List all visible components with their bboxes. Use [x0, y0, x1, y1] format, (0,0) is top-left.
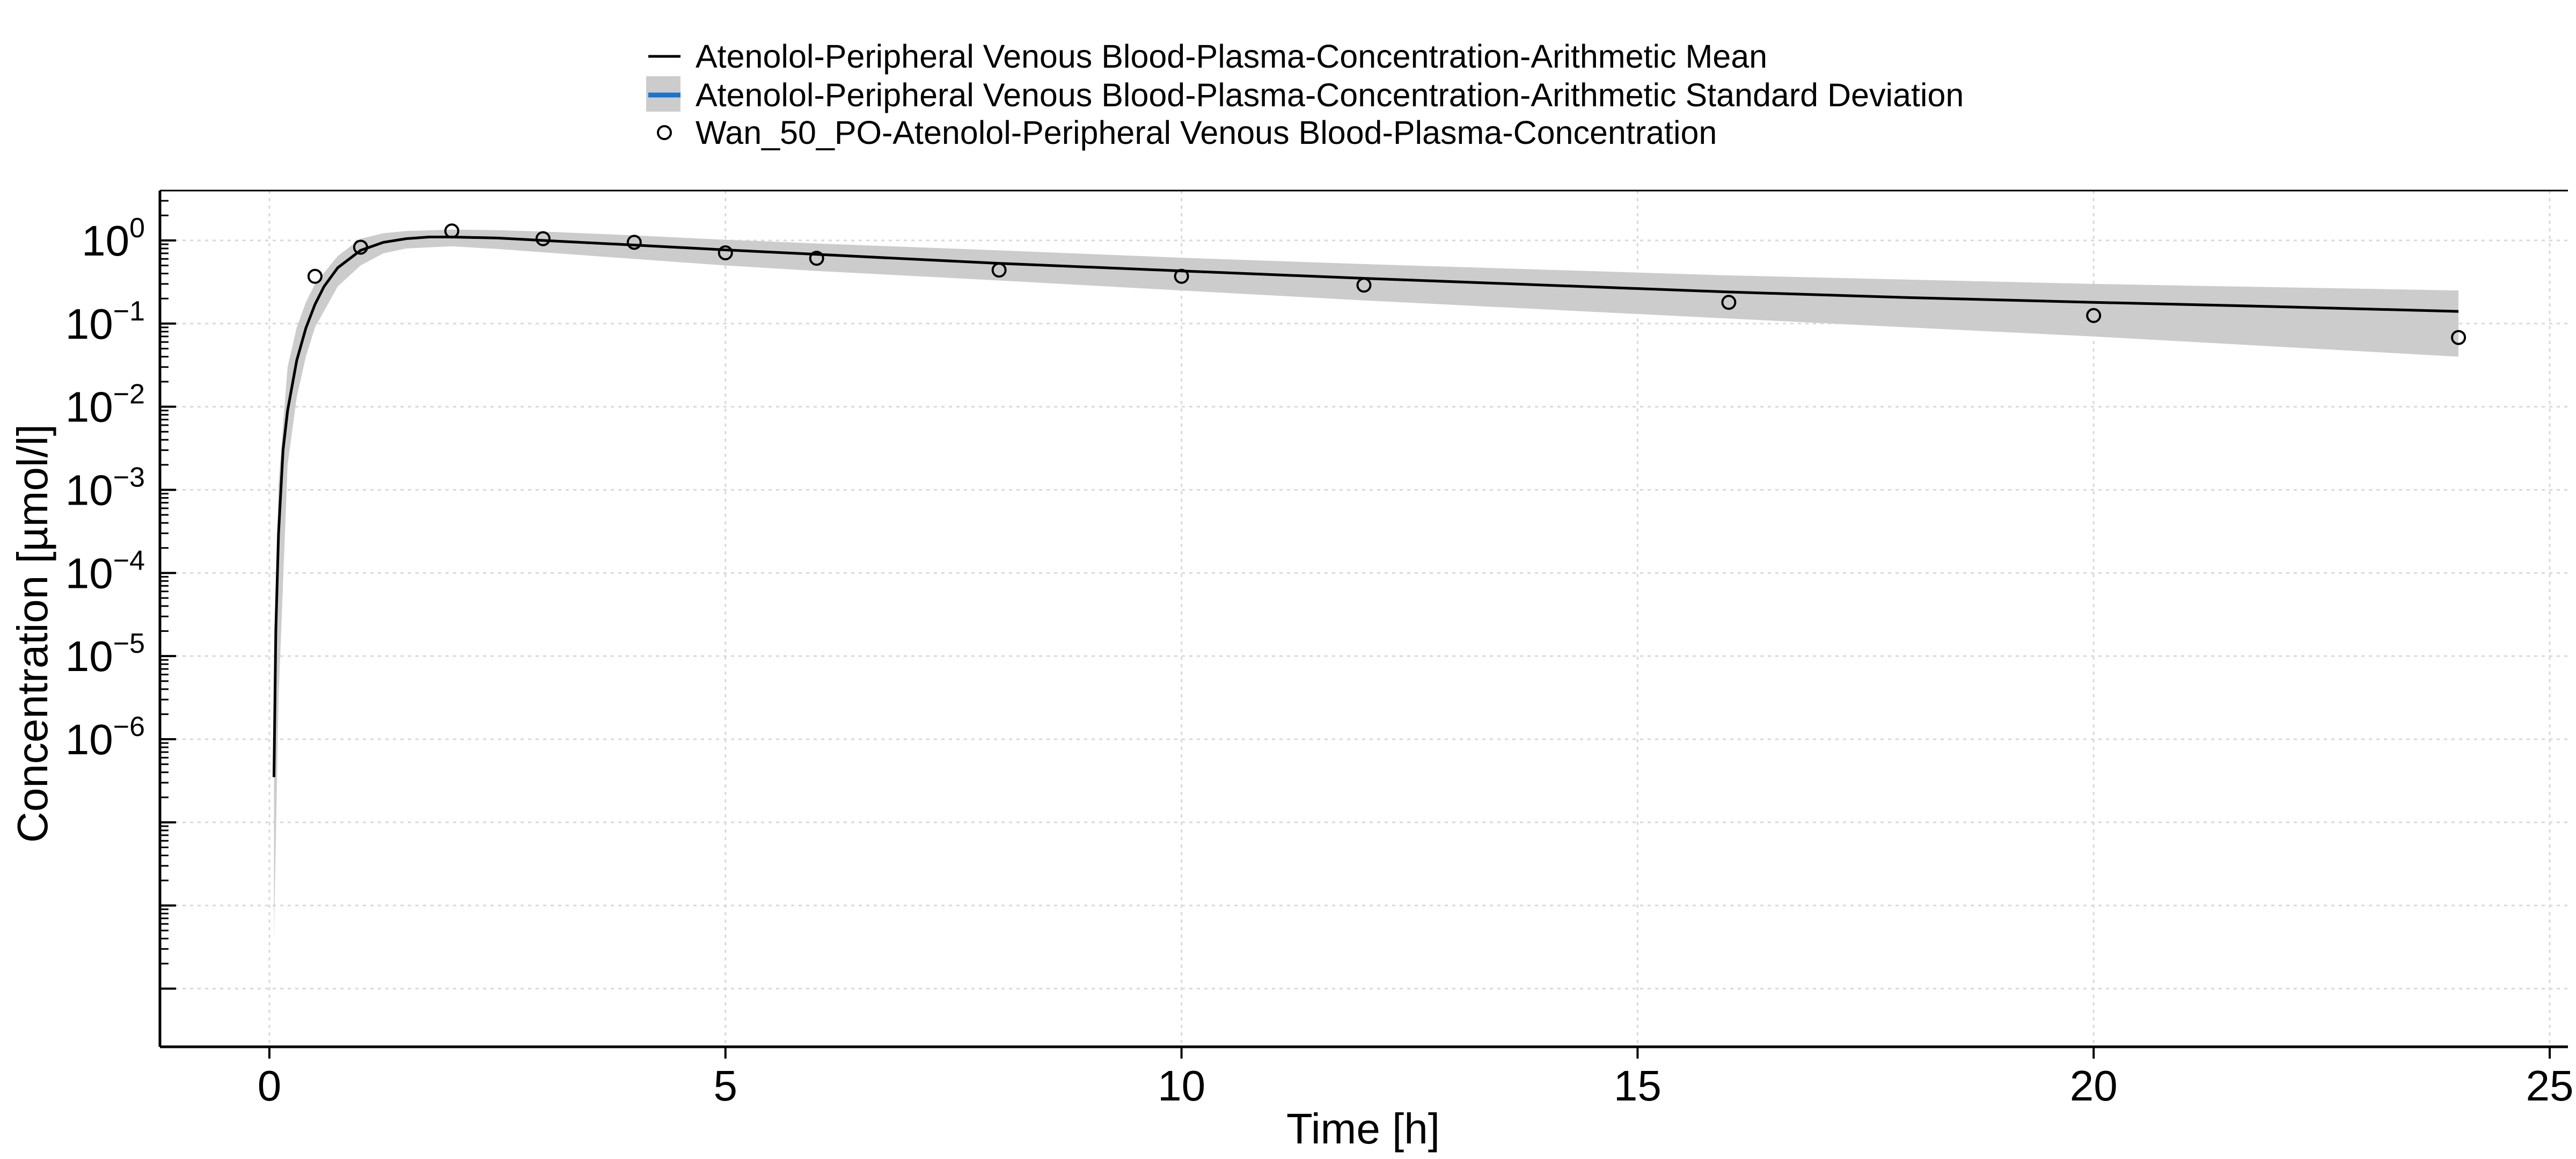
- x-tick-label-4: 20: [2070, 1062, 2118, 1110]
- plot-area: 0 5 10 15 20 25 100 10−1 10−2 10−3 10−4 10−5 10−6: [65, 189, 2574, 1110]
- x-tick-label-2: 10: [1158, 1062, 1205, 1110]
- x-axis-label: Time [h]: [1286, 1105, 1440, 1153]
- y-tick-label-2: 10−2: [65, 379, 145, 431]
- legend-entry-sd: Atenolol-Peripheral Venous Blood-Plasma-…: [646, 76, 1964, 113]
- legend-label-sd: Atenolol-Peripheral Venous Blood-Plasma-…: [696, 77, 1964, 113]
- y-tick-label-0: 100: [82, 213, 145, 265]
- legend-label-observed: Wan_50_PO-Atenolol-Peripheral Venous Blo…: [696, 114, 1717, 151]
- observed-point-6: [809, 251, 824, 266]
- legend: Atenolol-Peripheral Venous Blood-Plasma-…: [646, 38, 1964, 151]
- y-tick-label-5: 10−5: [65, 628, 145, 680]
- sd-band: [274, 229, 2458, 939]
- observed-point-1: [353, 239, 368, 255]
- observed-point-2: [444, 223, 459, 239]
- y-tick-label-3: 10−3: [65, 462, 145, 514]
- legend-entry-observed: Wan_50_PO-Atenolol-Peripheral Venous Blo…: [657, 114, 1717, 151]
- y-tick-label-1: 10−1: [65, 296, 145, 348]
- observed-point-5: [718, 245, 733, 260]
- x-axis-ticks: 0 5 10 15 20 25: [258, 1047, 2574, 1110]
- observed-point-11: [2086, 308, 2102, 323]
- x-tick-label-1: 5: [714, 1062, 738, 1110]
- x-tick-label-0: 0: [258, 1062, 282, 1110]
- observed-point-7: [991, 263, 1007, 278]
- observed-point-8: [1174, 268, 1189, 284]
- observed-point-3: [535, 231, 551, 246]
- legend-label-mean: Atenolol-Peripheral Venous Blood-Plasma-…: [696, 38, 1767, 75]
- observed-point-12: [2451, 330, 2467, 345]
- observed-point-9: [1356, 278, 1372, 293]
- y-tick-label-6: 10−6: [65, 711, 145, 763]
- y-axis-label: Concentration [µmol/l]: [9, 424, 56, 843]
- observed-point-0: [307, 268, 323, 284]
- grid: [160, 191, 2568, 1047]
- mean-line: [273, 236, 2459, 777]
- legend-entry-mean: Atenolol-Peripheral Venous Blood-Plasma-…: [648, 38, 1767, 75]
- x-tick-label-5: 25: [2526, 1062, 2574, 1110]
- observed-points: [307, 223, 2467, 345]
- y-tick-label-4: 10−4: [65, 545, 145, 597]
- legend-swatch-observed-marker: [657, 125, 672, 140]
- x-tick-label-3: 15: [1614, 1062, 1662, 1110]
- y-axis-ticks: 100 10−1 10−2 10−3 10−4 10−5 10−6: [65, 200, 176, 990]
- observed-point-4: [626, 235, 642, 250]
- observed-point-10: [1721, 295, 1737, 310]
- axes: [158, 189, 2568, 1048]
